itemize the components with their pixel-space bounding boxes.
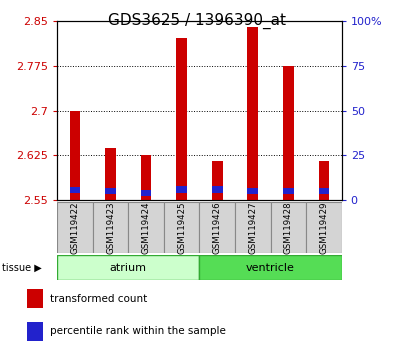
Bar — [283, 66, 294, 200]
Text: percentile rank within the sample: percentile rank within the sample — [51, 326, 226, 336]
Bar — [319, 188, 329, 194]
Text: GSM119422: GSM119422 — [71, 201, 79, 254]
Bar — [57, 202, 93, 253]
Bar — [27, 289, 43, 308]
Bar — [70, 187, 81, 193]
Bar — [141, 190, 152, 196]
Bar — [177, 38, 187, 200]
Text: ventricle: ventricle — [246, 263, 295, 273]
Bar — [319, 161, 329, 200]
Bar — [70, 110, 81, 200]
Text: GSM119424: GSM119424 — [142, 201, 150, 254]
Bar — [164, 202, 199, 253]
Text: tissue ▶: tissue ▶ — [2, 263, 42, 273]
Bar — [283, 188, 294, 194]
Bar — [27, 322, 43, 341]
Bar — [128, 202, 164, 253]
Bar — [199, 202, 235, 253]
Bar — [271, 202, 306, 253]
Text: GSM119423: GSM119423 — [106, 201, 115, 254]
Text: GSM119429: GSM119429 — [320, 201, 328, 254]
Text: GSM119425: GSM119425 — [177, 201, 186, 254]
Bar — [212, 186, 223, 193]
Text: atrium: atrium — [110, 263, 147, 273]
Bar — [235, 202, 271, 253]
Bar — [177, 186, 187, 193]
Bar — [212, 161, 223, 200]
Bar — [248, 27, 258, 200]
Text: GSM119426: GSM119426 — [213, 201, 222, 254]
Bar — [57, 255, 199, 280]
Bar — [105, 188, 116, 194]
Text: GSM119427: GSM119427 — [248, 201, 257, 254]
Text: GSM119428: GSM119428 — [284, 201, 293, 254]
Text: transformed count: transformed count — [51, 293, 148, 303]
Bar — [93, 202, 128, 253]
Bar — [141, 155, 152, 200]
Bar — [248, 188, 258, 194]
Bar — [306, 202, 342, 253]
Bar — [105, 148, 116, 200]
Bar — [199, 255, 342, 280]
Text: GDS3625 / 1396390_at: GDS3625 / 1396390_at — [109, 12, 286, 29]
